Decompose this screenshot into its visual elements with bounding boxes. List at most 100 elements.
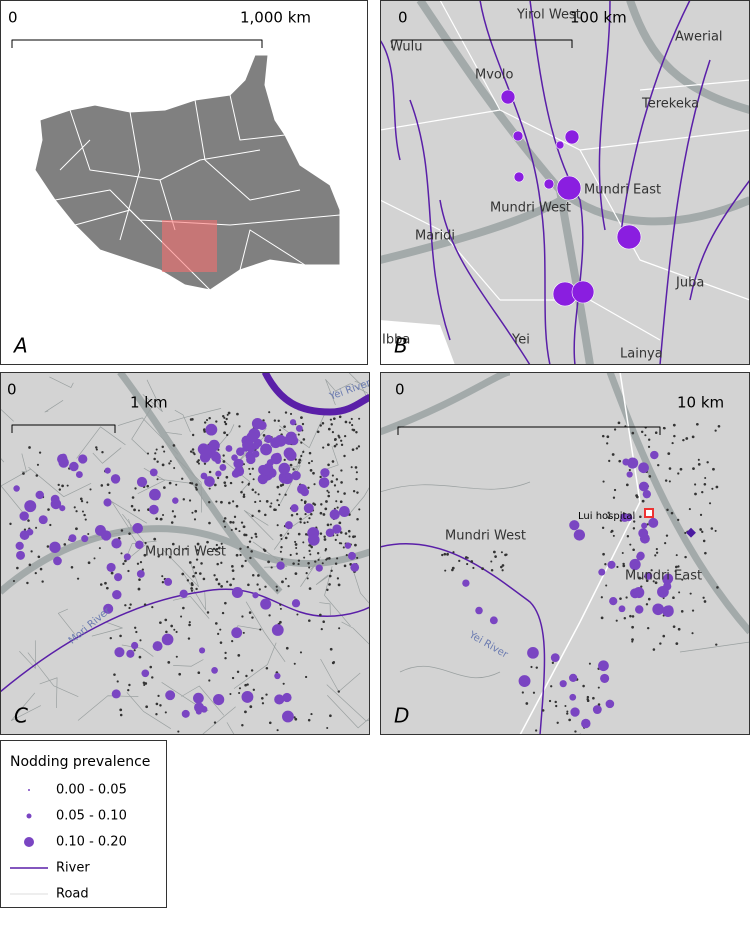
household-dot <box>329 523 332 526</box>
household-dot <box>139 561 143 564</box>
household-dot <box>639 515 642 519</box>
household-dot <box>250 536 253 539</box>
household-dot <box>59 505 66 512</box>
track <box>279 465 301 504</box>
household-dot <box>319 475 322 479</box>
panel-content <box>380 0 750 365</box>
household-dot <box>138 578 141 581</box>
household-dot <box>295 424 303 432</box>
household-dot <box>172 497 179 504</box>
household-dot <box>87 533 90 536</box>
household-dot <box>161 633 174 646</box>
household-dot <box>61 484 64 488</box>
household-dot <box>338 521 342 525</box>
household-dot <box>35 474 39 477</box>
household-dot <box>181 477 184 480</box>
household-dot <box>600 673 610 683</box>
household-dot <box>178 672 182 676</box>
household-dot <box>672 625 676 629</box>
household-dot <box>134 487 137 490</box>
household-dot <box>355 471 358 474</box>
track <box>0 468 31 520</box>
panel-content <box>0 372 370 735</box>
household-dot <box>264 585 267 588</box>
household-dot <box>136 562 140 565</box>
household-dot <box>290 513 294 517</box>
household-dot <box>104 467 111 474</box>
household-dot <box>618 605 626 613</box>
household-dot <box>652 603 664 616</box>
household-dot <box>197 671 201 675</box>
household-dot <box>233 515 237 519</box>
household-dot <box>300 416 303 420</box>
household-dot <box>228 501 231 505</box>
household-dot <box>49 523 52 527</box>
household-dot <box>252 592 259 599</box>
household-dot <box>306 577 309 580</box>
track <box>117 417 179 455</box>
scale-start: 0 <box>7 381 17 399</box>
household-dot <box>143 553 147 557</box>
hospital-icon <box>644 508 654 518</box>
legend-title: Nodding prevalence <box>10 754 150 770</box>
household-dot <box>280 558 284 561</box>
household-dot <box>204 476 215 487</box>
household-dot <box>638 481 649 492</box>
household-dot <box>249 556 252 560</box>
household-dot <box>340 439 343 442</box>
panel-letter: A <box>12 334 28 358</box>
household-dot <box>638 576 641 580</box>
household-dot <box>441 553 444 557</box>
household-dot <box>307 718 311 722</box>
household-dot <box>648 474 652 478</box>
household-dot <box>224 422 228 426</box>
household-dot <box>110 571 114 575</box>
track <box>323 446 339 471</box>
household-dot <box>297 461 301 464</box>
household-dot <box>294 543 298 546</box>
household-dot <box>257 493 260 496</box>
household-dot <box>242 631 245 634</box>
boundary <box>239 229 306 271</box>
household-dot <box>680 610 684 613</box>
household-dot <box>95 448 98 451</box>
household-dot <box>119 708 123 712</box>
household-dot <box>23 528 27 531</box>
household-dot <box>308 549 311 553</box>
track <box>165 431 183 435</box>
household-dot <box>302 438 306 441</box>
lake <box>380 320 455 365</box>
household-dot <box>548 699 552 703</box>
household-dot <box>607 511 610 514</box>
scale-start: 0 <box>395 381 405 399</box>
household-dot <box>231 569 235 573</box>
household-dot <box>284 435 294 445</box>
household-dot <box>307 562 310 565</box>
household-dot <box>315 564 323 572</box>
household-dot <box>356 556 359 560</box>
household-dot <box>249 705 253 709</box>
household-dot <box>647 445 651 448</box>
household-dot <box>80 499 84 503</box>
household-dot <box>63 543 67 546</box>
household-dot <box>675 554 678 557</box>
household-dot <box>73 506 76 509</box>
household-dot <box>247 483 250 486</box>
household-dot <box>13 485 20 492</box>
household-dot <box>500 565 503 569</box>
household-dot <box>194 509 198 513</box>
household-dot <box>265 499 269 503</box>
household-dot <box>173 628 176 631</box>
household-dot <box>326 557 329 560</box>
household-dot <box>223 481 227 484</box>
household-dot <box>631 431 635 435</box>
household-dot <box>672 423 676 427</box>
household-dot <box>231 587 243 599</box>
household-dot <box>316 552 320 555</box>
household-dot <box>611 453 615 456</box>
household-dot <box>324 507 328 511</box>
legend-label: River <box>56 861 90 876</box>
household-dot <box>600 596 603 599</box>
household-dot <box>244 559 247 563</box>
household-dot <box>297 433 300 436</box>
